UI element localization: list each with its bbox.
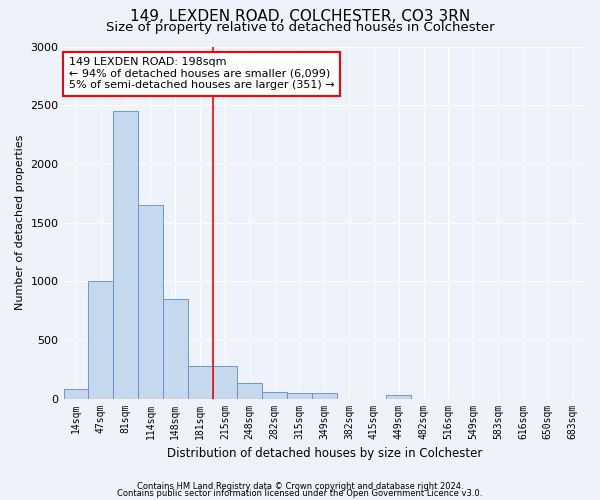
- Bar: [238, 384, 262, 398]
- Bar: [212, 366, 238, 398]
- Text: Size of property relative to detached houses in Colchester: Size of property relative to detached ho…: [106, 21, 494, 34]
- X-axis label: Distribution of detached houses by size in Colchester: Distribution of detached houses by size …: [167, 447, 482, 460]
- Bar: [312, 392, 337, 398]
- Bar: [386, 395, 411, 398]
- Text: Contains public sector information licensed under the Open Government Licence v3: Contains public sector information licen…: [118, 489, 482, 498]
- Y-axis label: Number of detached properties: Number of detached properties: [15, 135, 25, 310]
- Bar: [163, 299, 188, 398]
- Text: 149 LEXDEN ROAD: 198sqm
← 94% of detached houses are smaller (6,099)
5% of semi-: 149 LEXDEN ROAD: 198sqm ← 94% of detache…: [69, 57, 334, 90]
- Bar: [262, 392, 287, 398]
- Bar: [88, 281, 113, 398]
- Text: 149, LEXDEN ROAD, COLCHESTER, CO3 3RN: 149, LEXDEN ROAD, COLCHESTER, CO3 3RN: [130, 9, 470, 24]
- Bar: [64, 389, 88, 398]
- Bar: [113, 111, 138, 399]
- Text: Contains HM Land Registry data © Crown copyright and database right 2024.: Contains HM Land Registry data © Crown c…: [137, 482, 463, 491]
- Bar: [188, 366, 212, 398]
- Bar: [287, 392, 312, 398]
- Bar: [138, 205, 163, 398]
